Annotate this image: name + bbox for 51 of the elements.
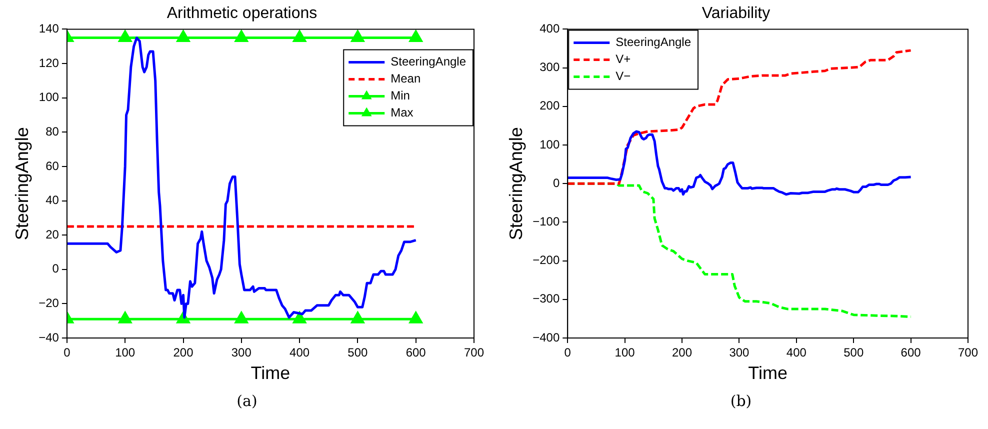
y-axis-title: SteeringAngle — [506, 127, 526, 240]
x-tick-label: 400 — [786, 346, 807, 360]
y-tick-label: −40 — [38, 330, 60, 344]
x-tick-label: 100 — [614, 346, 636, 360]
line-series — [568, 49, 912, 185]
legend-label: Max — [390, 106, 414, 120]
x-tick-label: 400 — [290, 346, 310, 360]
x-tick-label: 700 — [464, 346, 484, 360]
x-tick-label: 500 — [844, 346, 864, 360]
y-tick-label: 100 — [38, 90, 60, 104]
legend-label: Min — [390, 88, 410, 103]
x-tick-label: 0 — [64, 346, 71, 360]
y-tick-label: −400 — [532, 330, 560, 344]
x-axis-title: Time — [250, 363, 290, 384]
x-tick-label: 600 — [406, 346, 426, 360]
y-tick-label: −300 — [532, 292, 560, 306]
legend-label: SteeringAngle — [616, 35, 692, 50]
y-tick-label: −100 — [532, 214, 560, 229]
y-axis-title: SteeringAngle — [12, 127, 32, 240]
legend-label: V+ — [616, 52, 631, 66]
y-tick-label: −20 — [38, 296, 60, 310]
x-tick-label: 200 — [672, 346, 692, 360]
y-tick-label: 200 — [540, 98, 560, 113]
x-tick-label: 300 — [231, 346, 252, 360]
y-tick-label: 60 — [46, 158, 60, 173]
y-tick-label: 40 — [46, 193, 60, 208]
text: (a) — [236, 392, 258, 410]
y-tick-label: 300 — [540, 60, 560, 74]
y-tick-label: 0 — [52, 262, 60, 276]
legend-label: V− — [616, 69, 631, 84]
y-tick-label: 120 — [38, 56, 60, 70]
chart-title: Arithmetic operations — [166, 5, 318, 22]
y-tick-label: −200 — [532, 253, 560, 268]
x-tick-label: 500 — [348, 346, 368, 360]
x-tick-label: 100 — [115, 346, 136, 360]
x-axis-title: Time — [748, 363, 788, 384]
y-tick-label: 80 — [46, 124, 60, 138]
chart-title: Variability — [702, 5, 770, 22]
y-tick-label: 0 — [552, 176, 560, 190]
legend-label: SteeringAngle — [390, 54, 466, 69]
x-tick-label: 0 — [564, 346, 572, 360]
y-tick-label: 140 — [38, 22, 60, 36]
x-tick-label: 700 — [958, 346, 978, 360]
text: (b) — [729, 392, 753, 410]
x-tick-label: 200 — [173, 346, 194, 360]
y-tick-label: 100 — [540, 137, 560, 152]
y-tick-label: 400 — [540, 22, 560, 36]
legend-label: Mean — [390, 72, 421, 86]
x-tick-label: 600 — [900, 346, 922, 360]
x-tick-label: 300 — [729, 346, 750, 360]
y-tick-label: 20 — [46, 227, 60, 242]
